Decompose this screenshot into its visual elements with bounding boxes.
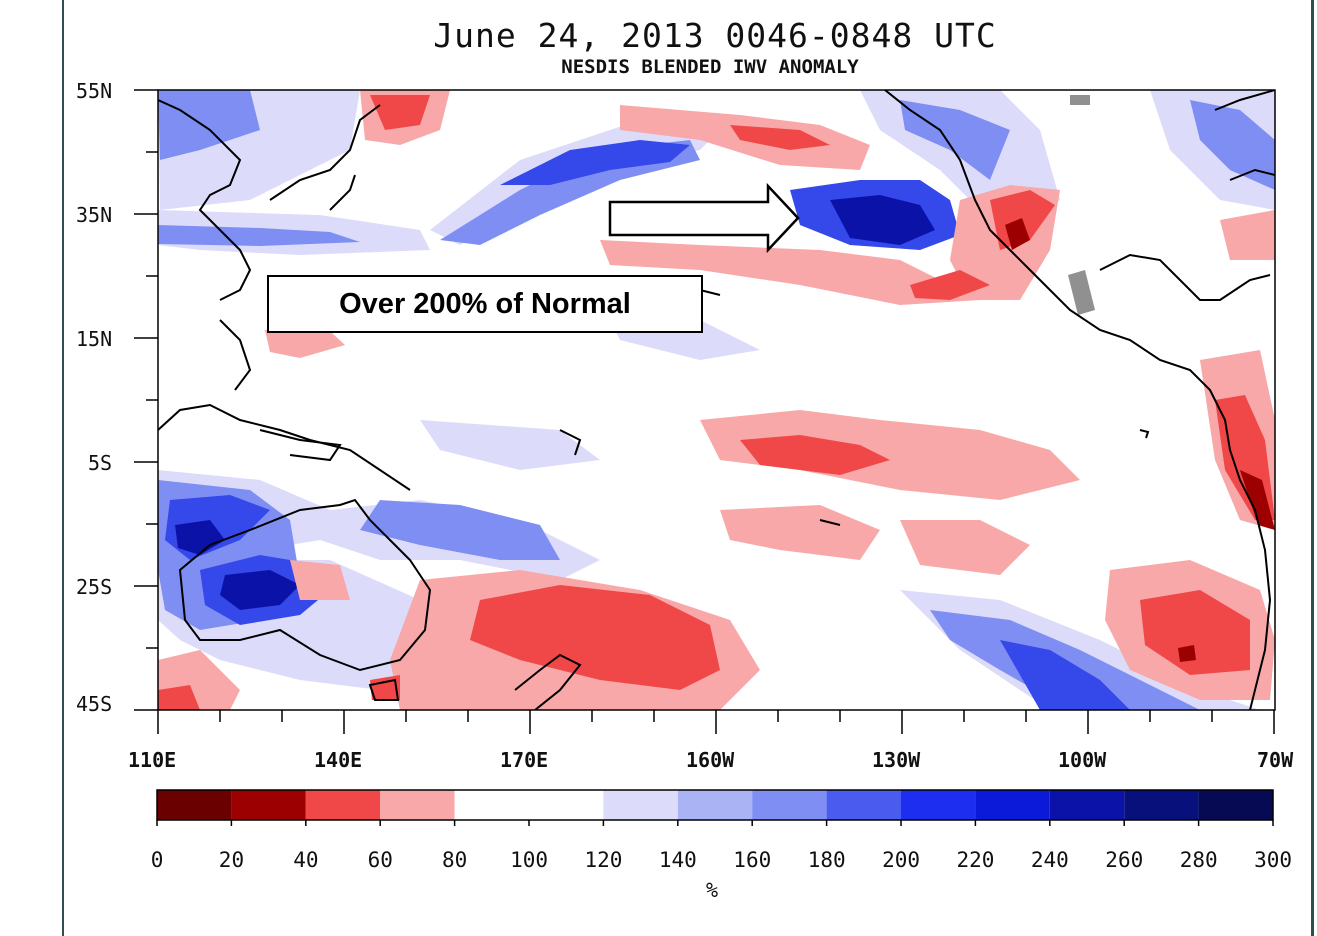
colorbar-swatch bbox=[231, 790, 306, 820]
colorbar-tick-label: 220 bbox=[956, 848, 995, 872]
colorbar-tick-label: 0 bbox=[150, 848, 164, 872]
arrow-icon bbox=[608, 182, 800, 254]
lon-label-110e: 110E bbox=[128, 748, 177, 772]
colorbar-swatch bbox=[901, 790, 976, 820]
left-frame-border bbox=[62, 0, 64, 936]
colorbar-swatch bbox=[380, 790, 455, 820]
colorbar-tick-label: 100 bbox=[510, 848, 549, 872]
colorbar-swatch bbox=[603, 790, 678, 820]
colorbar-swatch bbox=[454, 790, 604, 820]
lat-label-15n: 15N bbox=[76, 327, 113, 351]
callout-box: Over 200% of Normal bbox=[267, 275, 703, 333]
lon-label-130w: 130W bbox=[872, 748, 921, 772]
lon-label-170e: 170E bbox=[500, 748, 549, 772]
colorbar-swatch bbox=[1049, 790, 1125, 820]
colorbar-tick-label: 60 bbox=[367, 848, 393, 872]
colorbar-unit: % bbox=[706, 878, 719, 902]
colorbar-swatch bbox=[1124, 790, 1199, 820]
colorbar-tick-label: 240 bbox=[1030, 848, 1069, 872]
colorbar-tick-label: 180 bbox=[807, 848, 846, 872]
colorbar-tick-label: 200 bbox=[882, 848, 921, 872]
colorbar-tick-label: 120 bbox=[584, 848, 623, 872]
colorbar-swatch bbox=[752, 790, 827, 820]
colorbar-swatch bbox=[677, 790, 753, 820]
right-frame-border bbox=[1311, 0, 1314, 936]
colorbar-tick-label: 160 bbox=[733, 848, 772, 872]
colorbar-outline bbox=[156, 789, 1274, 821]
lon-label-140e: 140E bbox=[314, 748, 363, 772]
lat-label-25s: 25S bbox=[76, 575, 113, 599]
lon-label-100w: 100W bbox=[1058, 748, 1107, 772]
lat-label-35n: 35N bbox=[76, 203, 113, 227]
lat-label-45s: 45S bbox=[76, 692, 113, 716]
colorbar-tick-label: 300 bbox=[1254, 848, 1293, 872]
colorbar-swatch bbox=[826, 790, 901, 820]
lat-label-5s: 5S bbox=[88, 451, 113, 475]
colorbar-swatch bbox=[305, 790, 381, 820]
colorbar-swatch bbox=[975, 790, 1050, 820]
lat-label-55n: 55N bbox=[76, 79, 113, 103]
colorbar-swatch bbox=[157, 790, 232, 820]
longitude-ticks bbox=[157, 710, 1275, 734]
colorbar-tick-label: 80 bbox=[442, 848, 468, 872]
colorbar-tick-label: 280 bbox=[1179, 848, 1218, 872]
anomaly-field bbox=[158, 90, 1275, 710]
coastlines bbox=[158, 90, 1275, 710]
lon-label-70w: 70W bbox=[1257, 748, 1294, 772]
colorbar bbox=[156, 789, 1274, 826]
colorbar-tick-label: 260 bbox=[1105, 848, 1144, 872]
colorbar-tick-label: 40 bbox=[293, 848, 319, 872]
map-subtitle: NESDIS BLENDED IWV ANOMALY bbox=[561, 56, 859, 78]
map-title: June 24, 2013 0046-0848 UTC bbox=[433, 16, 997, 55]
colorbar-swatch bbox=[1198, 790, 1273, 820]
colorbar-tick-label: 140 bbox=[658, 848, 697, 872]
latitude-ticks bbox=[134, 89, 158, 711]
lon-label-160w: 160W bbox=[686, 748, 735, 772]
colorbar-tick-label: 20 bbox=[218, 848, 245, 872]
